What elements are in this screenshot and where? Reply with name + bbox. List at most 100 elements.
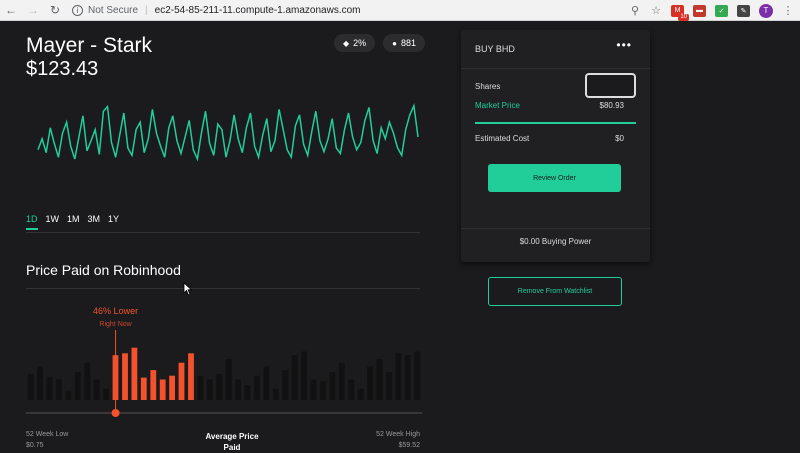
histogram-bar: [244, 385, 251, 400]
market-price-label: Market Price: [475, 101, 520, 110]
mouse-cursor-icon: [183, 282, 193, 296]
week-low-label: 52 Week Low: [26, 431, 69, 438]
card-divider: [461, 68, 650, 69]
shares-label: Shares: [475, 82, 501, 91]
histogram-bar: [103, 388, 109, 400]
histogram-bar: [282, 370, 289, 400]
histogram-bar: [197, 375, 204, 400]
histogram-bar: [272, 388, 279, 400]
range-tab-1m[interactable]: 1M: [67, 214, 80, 224]
price-line-series: [37, 102, 419, 162]
change-pill-label: 2%: [353, 38, 367, 48]
range-tab-1w[interactable]: 1W: [45, 214, 60, 224]
address-bar[interactable]: i Not Secure | ec2-54-85-211-11.compute-…: [72, 3, 361, 18]
histogram-bar: [46, 376, 53, 400]
histogram-bar: [414, 351, 421, 400]
mail-badge: 10: [678, 13, 689, 21]
histogram-bar: [65, 390, 72, 400]
back-icon[interactable]: ←: [5, 3, 17, 17]
estimated-cost-label: Estimated Cost: [475, 134, 530, 143]
card-footer-divider: [461, 228, 650, 229]
histogram-bar: [122, 353, 128, 400]
histogram-bar: [188, 353, 194, 400]
buying-power: $0.00 Buying Power: [519, 237, 592, 246]
more-options-icon[interactable]: •••: [616, 38, 632, 52]
security-label: Not Secure: [88, 5, 139, 16]
shares-input[interactable]: [585, 73, 636, 98]
histogram-bar: [376, 358, 383, 400]
histogram-bar: [291, 355, 298, 400]
histogram-bar: [169, 375, 175, 400]
histogram-bar: [216, 373, 223, 400]
histogram-bar: [206, 379, 213, 400]
week-high-value: $59.52: [398, 442, 420, 449]
histogram-bar: [395, 353, 402, 400]
price-line-chart[interactable]: [26, 98, 422, 198]
remove-from-watchlist-button[interactable]: Remove From Watchlist: [488, 277, 622, 306]
histogram-bar: [310, 379, 317, 400]
histogram-bar: [357, 388, 364, 400]
week-high: 52 Week High $59.52: [376, 431, 420, 449]
highlight-sub-label: Right Now: [99, 321, 132, 328]
histogram-bar: [84, 362, 91, 400]
average-price-label: Average Price Paid: [205, 432, 259, 452]
buy-card-title: BUY BHD: [475, 44, 515, 54]
forward-icon[interactable]: →: [27, 3, 39, 17]
section-title: Price Paid on Robinhood: [26, 262, 181, 278]
range-tab-1y[interactable]: 1Y: [108, 214, 120, 224]
stock-price: $123.43: [26, 58, 99, 80]
holders-pill[interactable]: ● 881: [383, 34, 426, 52]
review-order-button[interactable]: Review Order: [488, 164, 621, 192]
stock-name: Mayer - Stark: [26, 34, 153, 57]
buy-card: BUY BHD ••• Shares Market Price $80.93 E…: [461, 30, 650, 262]
histogram-bar: [301, 351, 307, 400]
week-high-label: 52 Week High: [376, 431, 420, 438]
week-low: 52 Week Low $0.75: [26, 431, 68, 449]
histogram-bar: [178, 362, 185, 400]
histogram-bar: [131, 347, 138, 400]
star-icon[interactable]: ☆: [651, 5, 661, 17]
range-selector: 1D 1W 1M 3M 1Y: [26, 214, 119, 230]
histogram-bar: [329, 372, 336, 400]
market-price-value: $80.93: [599, 101, 624, 110]
reload-icon[interactable]: ↻: [49, 3, 61, 17]
range-divider: [26, 232, 420, 233]
range-tab-3m[interactable]: 3M: [87, 214, 101, 224]
eyedropper-extension-icon[interactable]: ✎: [737, 4, 750, 17]
histogram-bar: [74, 372, 81, 400]
mail-extension-icon[interactable]: M 10: [671, 4, 689, 21]
histogram-bar: [225, 358, 232, 400]
price-paid-histogram[interactable]: 46% Lower Right Now: [26, 300, 422, 422]
histogram-bar: [27, 373, 34, 400]
market-price-underline: [475, 122, 636, 124]
histogram-bar: [37, 366, 43, 400]
holders-pill-label: 881: [401, 38, 417, 48]
histogram-bar: [93, 379, 100, 400]
highlight-label: 46% Lower: [93, 306, 138, 316]
current-price-marker-dot[interactable]: [111, 409, 120, 417]
extension-icon[interactable]: ▬: [693, 4, 706, 17]
shield-extension-icon[interactable]: ✓: [715, 4, 728, 17]
histogram-bar: [386, 372, 392, 400]
histogram-bar: [140, 377, 147, 400]
histogram-bar: [235, 379, 241, 400]
histogram-bar: [263, 366, 270, 400]
profile-avatar[interactable]: T: [759, 3, 773, 18]
change-pill[interactable]: ◆ 2%: [334, 34, 376, 52]
browser-menu-icon[interactable]: ⋮: [782, 5, 794, 17]
browser-toolbar: ← → ↻ i Not Secure | ec2-54-85-211-11.co…: [0, 0, 800, 21]
week-low-value: $0.75: [26, 442, 44, 449]
zoom-icon[interactable]: ⚲: [630, 5, 640, 17]
estimated-cost-value: $0: [615, 134, 624, 143]
url-text[interactable]: ec2-54-85-211-11.compute-1.amazonaws.com: [154, 5, 361, 16]
histogram-bar: [404, 355, 411, 400]
range-tab-1d[interactable]: 1D: [26, 214, 38, 230]
histogram-bar: [150, 370, 157, 400]
histogram-bar: [348, 379, 355, 400]
info-icon[interactable]: i: [72, 5, 83, 16]
histogram-bar: [254, 375, 260, 400]
histogram-bar: [320, 381, 326, 400]
histogram-bar: [56, 379, 62, 400]
histogram-bar: [159, 379, 166, 400]
section-divider: [26, 288, 420, 289]
